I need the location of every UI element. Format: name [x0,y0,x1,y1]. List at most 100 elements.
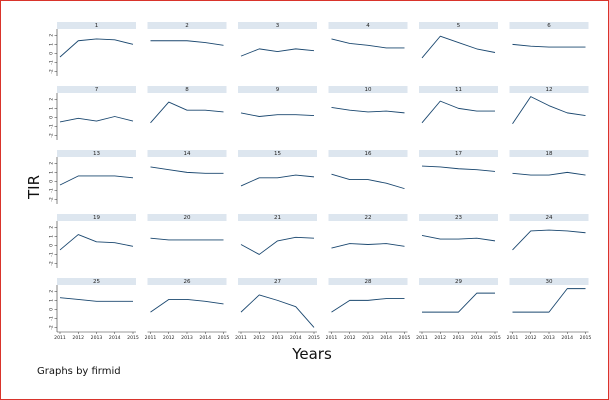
panel-strip [328,278,408,285]
panel-strip [419,86,498,93]
x-tick-label: 2012 [434,335,446,341]
series-line-18 [512,171,586,176]
series-line-25 [59,297,133,302]
panel-strip [328,214,408,221]
panel-26: 26 2011 2012 2013 2014 2015 [145,278,229,341]
panel-11: 11 [419,86,498,124]
panel-title: 5 [457,23,461,29]
panel-title: 18 [546,151,553,157]
series-line-6 [512,43,586,48]
series-line-7 [59,116,134,123]
panel-strip [419,278,498,285]
panel-30: 30 2011 2012 2013 2014 2015 [507,278,592,341]
x-tick-label: 2014 [109,335,121,341]
panel-strip [147,278,227,285]
series-line-5 [421,35,496,59]
panel-strip [509,22,589,29]
panel-strip [328,86,408,93]
series-line-29 [422,292,495,313]
y-tick-label: -2 [49,133,55,138]
x-tick-label: 2011 [235,335,247,341]
panel-strip [147,150,227,157]
panel-14: 14 [147,150,227,174]
panel-21: 21 [238,214,317,255]
panel-12: 12 [509,86,589,124]
panel-title: 17 [455,151,462,157]
panel-strip [238,150,317,157]
x-tick-label: 2012 [525,335,537,341]
panel-title: 19 [93,215,100,221]
panel-title: 30 [546,279,553,285]
series-line-9 [240,112,315,117]
x-tick-label: 2015 [308,335,320,341]
panel-23: 23 [419,214,498,242]
x-tick-label: 2011 [416,335,428,341]
panel-title: 21 [274,215,281,221]
y-tick-label: 1 [49,43,55,46]
panel-title: 20 [184,215,191,221]
panel-title: 25 [93,279,100,285]
series-line-14 [150,166,224,174]
panel-strip [509,214,589,221]
series-line-3 [240,48,315,57]
panel-strip [147,22,227,29]
panel-title: 2 [185,23,189,29]
x-tick-label: 2015 [489,335,501,341]
panel-title: 10 [365,87,372,93]
panel-1: 1 -2 -1 0 1 2 [49,22,136,76]
x-tick-label: 2013 [91,335,103,341]
x-tick-label: 2012 [344,335,356,341]
x-tick-label: 2014 [471,335,483,341]
panel-2: 2 [147,22,227,46]
panel-4: 4 [328,22,408,49]
y-tick-label: 1 [49,107,55,110]
y-tick-label: 0 [49,116,55,119]
y-tick-label: -1 [49,252,55,257]
panel-title: 8 [185,87,189,93]
y-tick-label: 0 [49,308,55,311]
panel-strip [57,278,136,285]
y-tick-label: 0 [49,244,55,247]
panel-19: 19 -2 -1 0 1 2 [49,214,136,268]
x-tick-label: 2013 [362,335,374,341]
x-tick-label: 2011 [54,335,66,341]
panel-title: 14 [184,151,191,157]
y-tick-label: 2 [49,226,55,229]
x-tick-label: 2011 [145,335,157,341]
panel-6: 6 [509,22,589,48]
panel-strip [419,214,498,221]
panel-title: 23 [455,215,462,221]
panel-strip [328,150,408,157]
panel-13: 13 -2 -1 0 1 2 [49,150,136,204]
y-tick-label: 2 [49,98,55,101]
panel-29: 29 2011 2012 2013 2014 2015 [416,278,501,341]
panel-title: 13 [93,151,100,157]
panel-15: 15 [238,150,317,187]
panel-22: 22 [328,214,408,249]
series-line-20 [150,237,224,241]
y-tick-label: 1 [49,299,55,302]
series-line-24 [512,229,586,251]
panel-title: 4 [366,23,370,29]
panel-8: 8 [147,86,227,124]
panel-strip [509,86,589,93]
y-tick-label: 2 [49,162,55,165]
panel-24: 24 [509,214,589,251]
y-tick-label: -2 [49,325,55,330]
x-axis-title: Years [291,345,332,363]
panel-17: 17 [419,150,498,172]
panel-title: 12 [546,87,553,93]
panel-strip [57,150,136,157]
panel-title: 11 [455,87,462,93]
panel-title: 28 [365,279,372,285]
panel-7: 7 -2 -1 0 1 2 [49,86,136,140]
panel-title: 26 [184,279,191,285]
x-tick-label: 2011 [507,335,519,341]
y-axis-title: TIR [25,175,43,200]
series-line-12 [512,96,586,124]
x-tick-label: 2015 [580,335,592,341]
x-tick-label: 2013 [272,335,284,341]
y-tick-label: 0 [49,52,55,55]
series-line-27 [240,294,315,328]
panel-strip [238,22,317,29]
